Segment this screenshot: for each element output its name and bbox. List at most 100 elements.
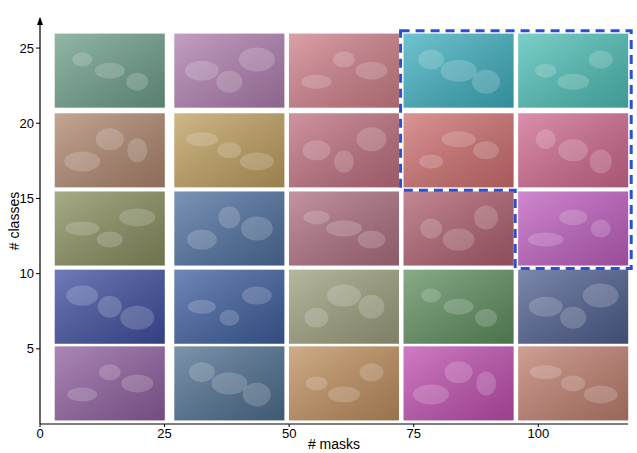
tile-texture: [333, 52, 355, 68]
tile-texture: [239, 48, 275, 72]
image-tile: [518, 34, 628, 108]
tile-texture: [95, 63, 125, 79]
tile-shade: [289, 270, 399, 344]
tile-shade: [174, 34, 284, 108]
tile-texture: [217, 142, 241, 158]
tile-texture: [444, 299, 474, 315]
tile-texture: [530, 365, 562, 379]
y-tick: [36, 348, 40, 349]
tile-texture: [185, 61, 219, 81]
image-tile: [518, 346, 628, 420]
tile-texture: [243, 383, 271, 407]
y-tick: [36, 198, 40, 199]
image-tile: [289, 113, 399, 187]
image-tile: [404, 34, 514, 108]
y-tick: [36, 48, 40, 49]
tile-shade: [289, 113, 399, 187]
tile-texture: [355, 62, 387, 80]
tile-texture: [188, 300, 216, 314]
tile-texture: [326, 221, 362, 237]
image-tile: [518, 192, 628, 266]
tile-texture: [445, 361, 473, 383]
tile-shade: [404, 192, 514, 266]
tile-texture: [536, 129, 556, 149]
tile-texture: [476, 371, 496, 395]
tile-shade: [55, 346, 165, 420]
image-tile: [174, 192, 284, 266]
x-axis: [40, 423, 628, 424]
tile-texture: [72, 53, 92, 67]
tile-texture: [442, 131, 476, 147]
tile-shade: [289, 192, 399, 266]
image-tile: [404, 113, 514, 187]
tile-texture: [421, 289, 441, 303]
tile-texture: [241, 217, 273, 241]
tile-texture: [356, 127, 386, 151]
highlight-box: [401, 31, 632, 269]
tile-texture: [583, 284, 619, 308]
tile-shade: [55, 113, 165, 187]
tile-texture: [126, 73, 148, 91]
tiles: [55, 34, 628, 421]
tile-texture: [419, 154, 443, 168]
y-tick-label: 20: [20, 116, 34, 131]
x-tick-label: 50: [282, 426, 296, 441]
tile-texture: [64, 151, 100, 171]
x-tick-label: 75: [406, 426, 420, 441]
image-tile: [404, 192, 514, 266]
image-tile: [174, 113, 284, 187]
tile-texture: [558, 139, 588, 161]
image-tile: [174, 34, 284, 108]
tile-texture: [560, 307, 586, 329]
tile-texture: [187, 230, 217, 250]
tile-texture: [327, 285, 361, 307]
image-tile: [55, 346, 165, 420]
y-tick: [36, 123, 40, 124]
tile-texture: [66, 286, 98, 306]
tile-texture: [189, 362, 215, 382]
tile-texture: [120, 306, 154, 330]
tile-shade: [518, 270, 628, 344]
tile-texture: [589, 51, 613, 69]
tile-shade: [404, 34, 514, 108]
tile-texture: [475, 309, 497, 327]
tile-texture: [528, 233, 564, 247]
tile-shade: [404, 270, 514, 344]
y-axis-title: # classes: [6, 192, 22, 250]
image-tile: [55, 270, 165, 344]
tile-shade: [518, 34, 628, 108]
image-tile: [404, 270, 514, 344]
tile-texture: [301, 75, 331, 89]
x-tick-label: 100: [527, 426, 549, 441]
tile-shade: [518, 346, 628, 420]
tile-texture: [473, 141, 499, 159]
tile-texture: [242, 287, 272, 305]
image-tile: [289, 346, 399, 420]
tile-texture: [358, 295, 384, 319]
tile-texture: [418, 50, 444, 70]
tile-texture: [98, 296, 122, 318]
x-tick-label: 0: [36, 426, 43, 441]
y-arrow: [37, 17, 43, 25]
chart: 5101520250255075100# masks# classes: [0, 0, 637, 453]
tile-texture: [218, 206, 240, 228]
image-tile: [174, 346, 284, 420]
tile-texture: [413, 385, 449, 405]
tile-texture: [121, 374, 153, 392]
image-tile: [55, 34, 165, 108]
y-axis: [39, 18, 40, 424]
tile-shade: [289, 346, 399, 420]
image-tile: [55, 113, 165, 187]
y-tick-label: 10: [20, 266, 34, 281]
tile-texture: [211, 372, 247, 394]
tile-texture: [99, 364, 121, 380]
tile-texture: [328, 387, 360, 403]
tile-shade: [55, 270, 165, 344]
tile-texture: [127, 138, 147, 162]
tile-texture: [474, 205, 498, 229]
tile-texture: [590, 149, 612, 173]
image-tile: [404, 346, 514, 420]
y-tick: [36, 273, 40, 274]
image-tile: [518, 113, 628, 187]
image-tile: [174, 270, 284, 344]
